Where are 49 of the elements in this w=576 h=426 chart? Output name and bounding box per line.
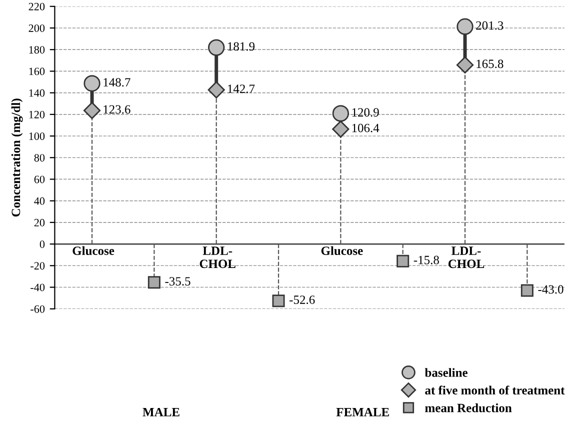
y-tick-label: 220 bbox=[28, 2, 45, 10]
point bbox=[83, 102, 101, 120]
data-label: 148.7 bbox=[104, 78, 130, 87]
legend-label: baseline bbox=[424, 368, 468, 377]
y-axis-title: Concentration (mg/dl) bbox=[11, 98, 23, 217]
y-tick-label: 160 bbox=[29, 68, 45, 76]
data-label: -15.8 bbox=[414, 256, 439, 264]
y-tick-label: 180 bbox=[29, 46, 45, 54]
legend-label: mean Reduction bbox=[425, 403, 512, 412]
point bbox=[148, 276, 160, 289]
data-label: 106.4 bbox=[352, 124, 380, 132]
point bbox=[396, 254, 410, 268]
data-label: 201.3 bbox=[476, 21, 504, 30]
text: MALE bbox=[142, 408, 180, 416]
data-label: 142.7 bbox=[228, 84, 255, 94]
y-tick-label: -60 bbox=[30, 305, 45, 313]
point bbox=[456, 56, 474, 74]
y-tick-label: 80 bbox=[34, 154, 45, 162]
y-tick-label: 120 bbox=[29, 110, 45, 118]
y-tick-label: 140 bbox=[29, 89, 45, 97]
text: FEMALE bbox=[336, 408, 389, 416]
x-tick-label: Glucose bbox=[321, 246, 363, 256]
point bbox=[272, 294, 285, 308]
data-label: -52.6 bbox=[290, 296, 315, 304]
y-tick-label: 60 bbox=[34, 176, 45, 184]
point bbox=[520, 284, 534, 297]
data-label: 123.6 bbox=[104, 105, 130, 114]
y-tick-label: 0 bbox=[40, 240, 45, 248]
point bbox=[332, 120, 350, 138]
x-tick-label: Glucose bbox=[72, 246, 114, 256]
y-tick-label: 20 bbox=[34, 218, 45, 226]
point bbox=[84, 75, 100, 92]
point bbox=[208, 39, 225, 56]
x-tick-label: LDL- CHOL bbox=[200, 246, 236, 268]
data-label: 120.9 bbox=[352, 108, 379, 117]
y-tick-label: 100 bbox=[29, 132, 45, 140]
y-tick-label: 200 bbox=[28, 24, 45, 32]
point bbox=[456, 18, 474, 35]
data-label: -43.0 bbox=[538, 285, 564, 294]
y-tick-label: -20 bbox=[30, 262, 45, 270]
data-label: 181.9 bbox=[228, 42, 255, 51]
x-tick-label: LDL- CHOL bbox=[448, 246, 484, 268]
point bbox=[332, 105, 350, 122]
y-tick-label: -40 bbox=[30, 284, 45, 292]
y-tick-label: 40 bbox=[34, 197, 45, 205]
data-label: 165.8 bbox=[476, 60, 504, 68]
point bbox=[208, 81, 225, 98]
legend-label: at five month of treatment bbox=[425, 386, 565, 395]
data-label: -35.5 bbox=[165, 277, 190, 286]
